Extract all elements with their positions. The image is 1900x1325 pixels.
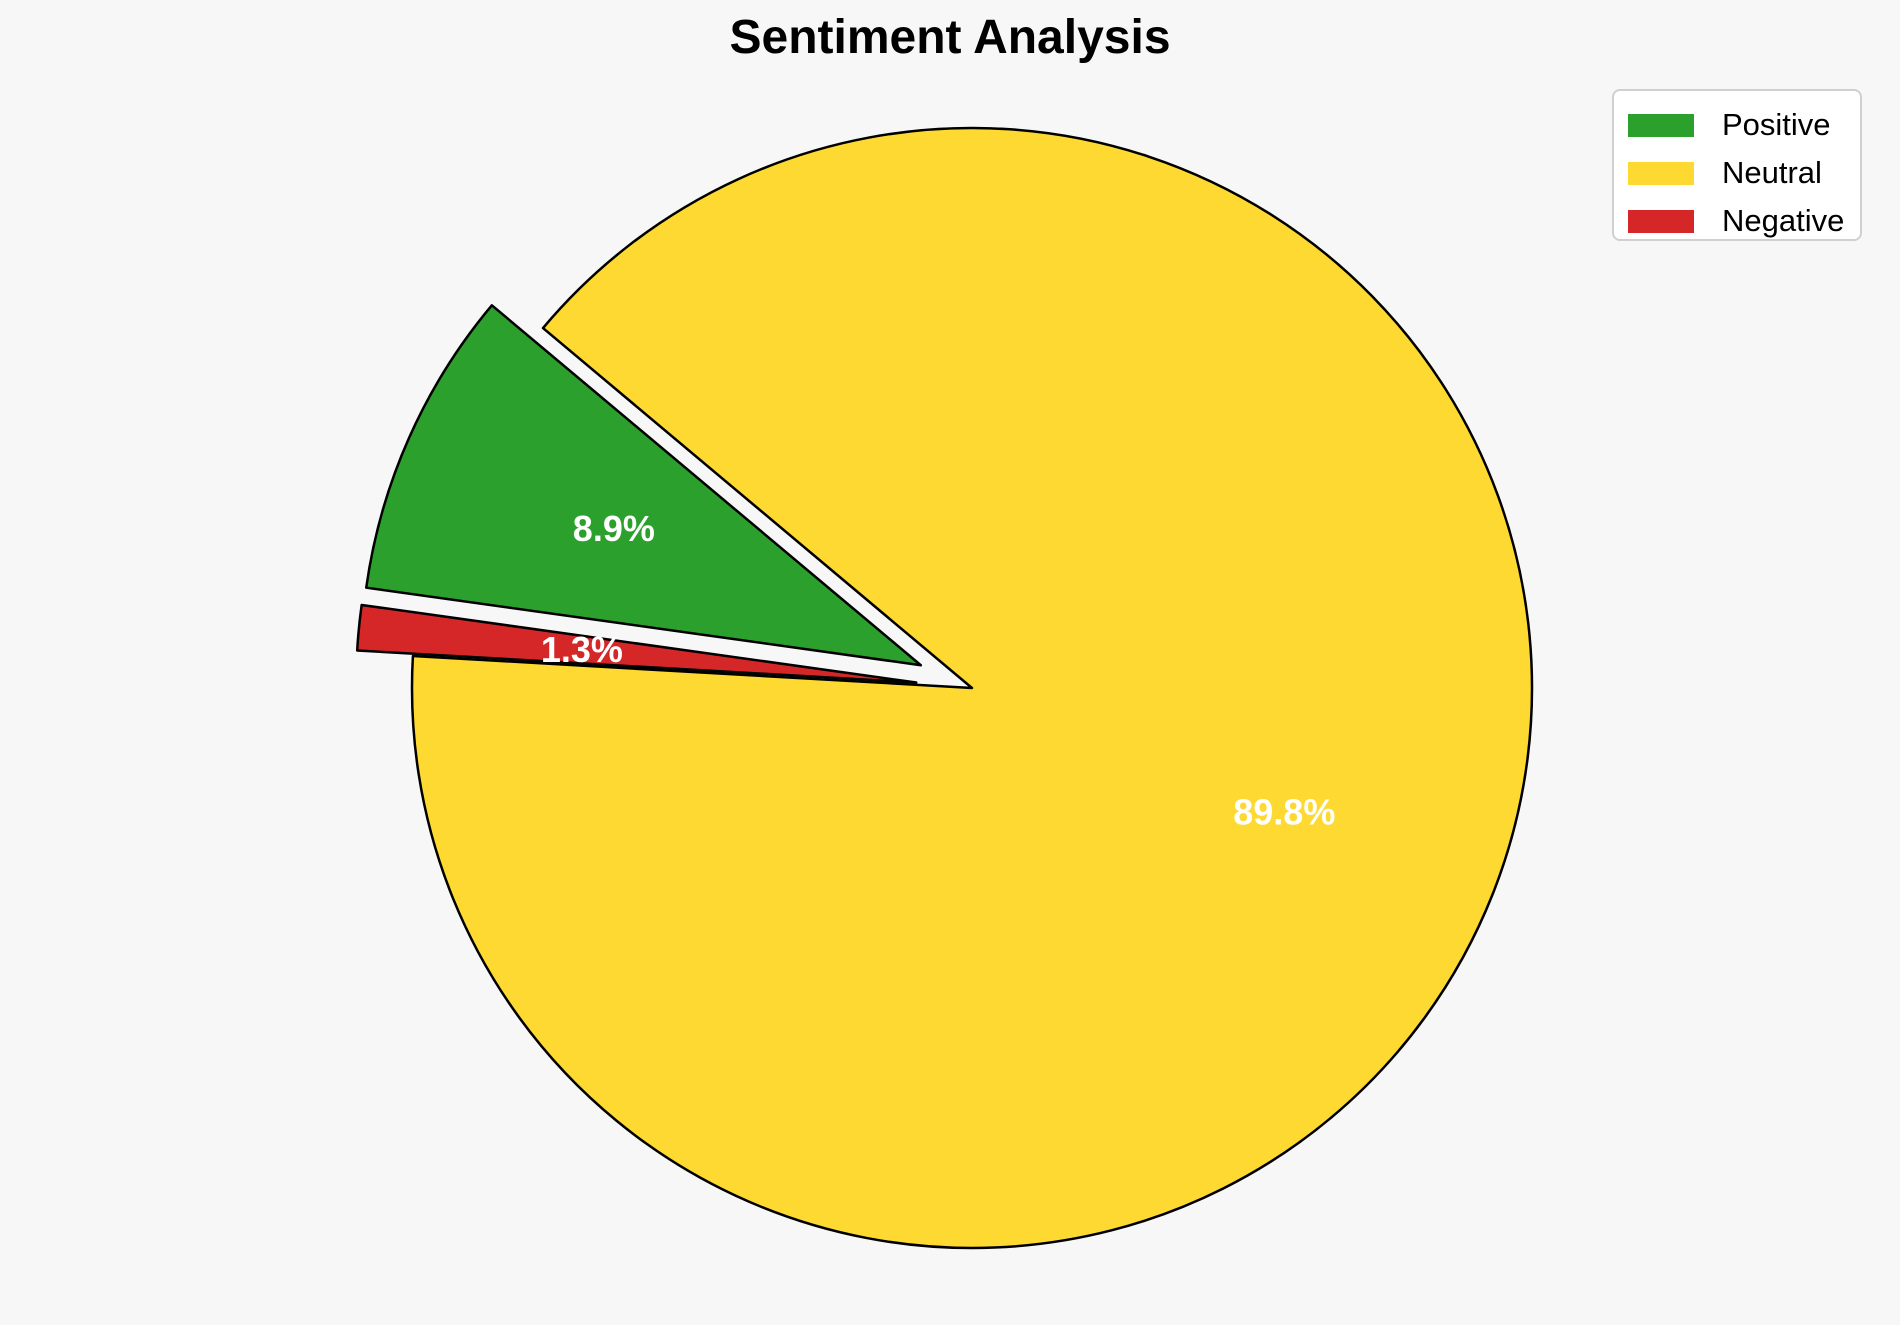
pie-label-neutral: 89.8% bbox=[1233, 791, 1335, 832]
legend-item-neutral: Neutral bbox=[1628, 149, 1860, 197]
pie-label-positive: 8.9% bbox=[573, 508, 655, 549]
legend-swatch-negative bbox=[1628, 209, 1694, 233]
legend-label-negative: Negative bbox=[1722, 203, 1845, 238]
legend-label-neutral: Neutral bbox=[1722, 155, 1822, 190]
legend-swatch-positive bbox=[1628, 113, 1694, 137]
pie-slice-neutral bbox=[410, 126, 1534, 1250]
pie-slice-positive bbox=[364, 304, 923, 667]
legend-swatch-neutral bbox=[1628, 161, 1694, 185]
legend: Positive Neutral Negative bbox=[1612, 89, 1862, 241]
legend-item-negative: Negative bbox=[1628, 197, 1860, 245]
legend-label-positive: Positive bbox=[1722, 107, 1831, 142]
legend-item-positive: Positive bbox=[1628, 101, 1860, 149]
pie-slice-negative bbox=[355, 603, 918, 684]
chart-title: Sentiment Analysis bbox=[729, 11, 1171, 64]
